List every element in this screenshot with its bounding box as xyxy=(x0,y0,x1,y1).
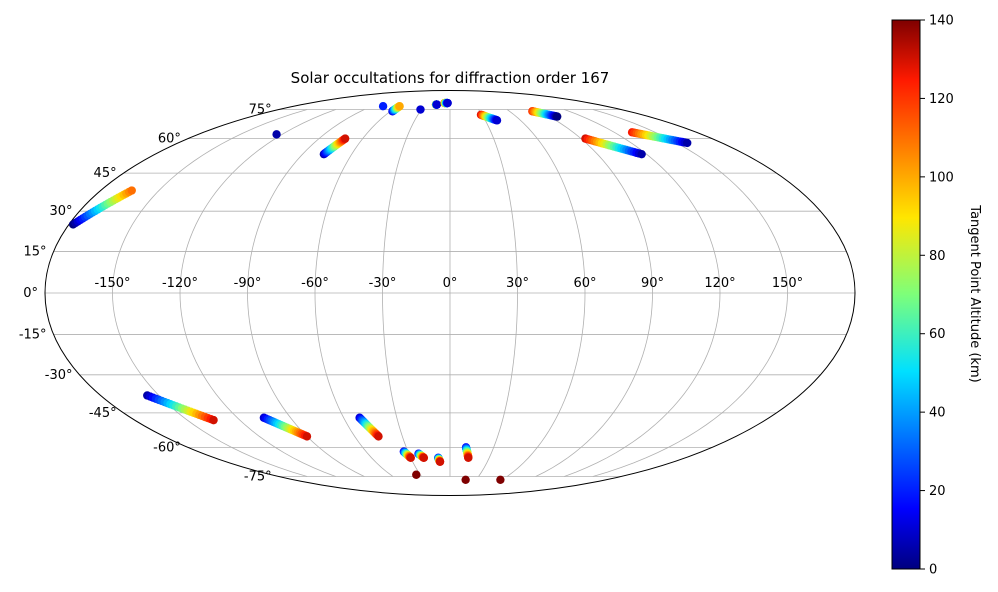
colorbar-label: Tangent Point Altitude (km) xyxy=(967,204,982,382)
data-point xyxy=(378,102,388,111)
latitude-tick-label: -15° xyxy=(19,327,47,342)
colorbar-tick-label: 100 xyxy=(929,170,954,185)
longitude-tick-label: -120° xyxy=(162,276,198,291)
meridian-line xyxy=(478,109,518,477)
meridian-line xyxy=(314,109,394,477)
data-point xyxy=(374,432,383,441)
longitude-tick-label: -90° xyxy=(234,276,262,291)
latitude-tick-labels: 75° 60° 45° 30° 15° 0° -15° -30° -45° -60° -75° xyxy=(19,103,272,485)
data-point xyxy=(552,112,562,121)
data-point xyxy=(464,453,473,462)
meridian-line xyxy=(592,109,788,477)
longitude-tick-label: 90° xyxy=(641,276,664,291)
data-point xyxy=(492,116,502,125)
meridian-line xyxy=(506,109,586,477)
longitude-tick-label: 150° xyxy=(772,276,803,291)
longitude-tick-label: -60° xyxy=(301,276,329,291)
latitude-tick-label: 0° xyxy=(23,286,38,301)
colorbar xyxy=(891,19,921,570)
longitude-tick-label: 60° xyxy=(573,276,596,291)
meridian-line xyxy=(535,109,653,477)
colorbar-ticks: 0 20 40 60 80 100 120 140 xyxy=(920,14,954,578)
data-point xyxy=(496,475,505,484)
colorbar-tick-label: 40 xyxy=(929,406,946,421)
latitude-tick-label: 45° xyxy=(94,166,117,181)
colorbar-tick-label: 0 xyxy=(929,563,937,578)
colorbar-tick-label: 60 xyxy=(929,327,946,342)
chart-title: Solar occultations for diffraction order… xyxy=(291,69,610,87)
data-point xyxy=(419,453,429,462)
colorbar-tick-label: 80 xyxy=(929,249,946,264)
latitude-tick-label: 15° xyxy=(24,245,47,260)
data-point xyxy=(412,470,421,479)
data-point xyxy=(395,102,404,111)
data-point xyxy=(272,130,281,139)
data-point xyxy=(127,186,136,195)
latitude-tick-label: 75° xyxy=(249,103,272,118)
data-point xyxy=(637,149,646,159)
data-point xyxy=(209,415,218,425)
data-point xyxy=(461,475,470,484)
colorbar-tick-label: 120 xyxy=(929,92,954,107)
data-point xyxy=(406,453,415,462)
latitude-tick-label: 60° xyxy=(158,132,181,147)
longitude-tick-label: -150° xyxy=(94,276,130,291)
occultation-points xyxy=(68,98,692,484)
colorbar-tick-label: 140 xyxy=(929,14,954,29)
latitude-tick-label: 30° xyxy=(49,204,72,219)
data-point xyxy=(302,432,312,441)
longitude-tick-label: 0° xyxy=(443,276,458,291)
latitude-tick-label: -60° xyxy=(153,440,181,455)
data-point xyxy=(432,100,441,109)
map-outline xyxy=(44,90,856,496)
longitude-tick-labels: -150° -120° -90° -60° -30° 0° 30° 60° 90° 120° 150… xyxy=(94,276,803,291)
latitude-tick-label: -30° xyxy=(45,368,73,383)
colorbar-tick-label: 20 xyxy=(929,484,946,499)
latitude-tick-label: -45° xyxy=(89,406,117,421)
meridian-line xyxy=(179,109,336,477)
meridian-line xyxy=(382,109,422,477)
longitude-tick-label: 120° xyxy=(704,276,735,291)
meridian-line xyxy=(247,109,365,477)
data-point xyxy=(443,98,452,108)
data-point xyxy=(416,105,425,114)
latitude-tick-label: -75° xyxy=(244,469,272,484)
data-point xyxy=(683,138,692,148)
data-point xyxy=(435,457,445,466)
meridian-line xyxy=(564,109,721,477)
data-point xyxy=(340,134,350,143)
longitude-tick-label: 30° xyxy=(506,276,529,291)
longitude-tick-label: -30° xyxy=(369,276,397,291)
meridian-line xyxy=(112,109,308,477)
map-gridlines xyxy=(45,109,855,477)
